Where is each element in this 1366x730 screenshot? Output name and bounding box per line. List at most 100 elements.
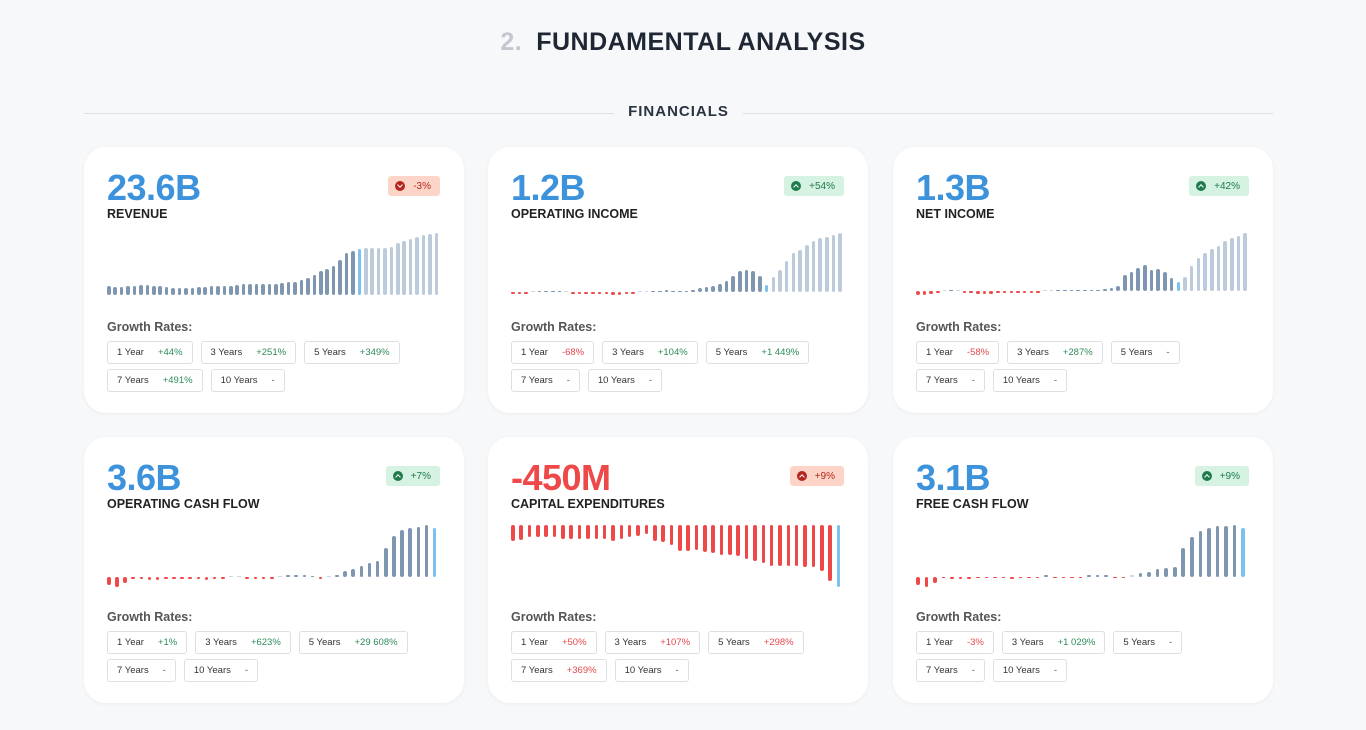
growth-rate-pill[interactable]: 3 Years +251%: [200, 341, 297, 364]
sparkline-chart: [107, 233, 441, 295]
growth-rate-pill[interactable]: 1 Year -58%: [916, 341, 1000, 364]
sparkline-bar: [1209, 249, 1214, 292]
sparkline-bar: [245, 577, 250, 579]
growth-rate-pill[interactable]: 7 Years -: [107, 659, 176, 682]
sparkline-bar: [1147, 571, 1151, 577]
growth-rate-pill[interactable]: 10 Years -: [992, 369, 1068, 392]
growth-rates-label: Growth Rates:: [916, 320, 1002, 334]
growth-rate-pill[interactable]: 5 Years +1 449%: [705, 341, 810, 364]
page-title: 2. FUNDAMENTAL ANALYSIS: [0, 28, 1366, 57]
growth-period: 1 Year: [117, 637, 144, 648]
growth-rate-pill[interactable]: 5 Years +298%: [708, 631, 804, 654]
sparkline-bar: [791, 253, 796, 293]
sparkline-bar: [248, 283, 252, 295]
growth-rate-pill[interactable]: 1 Year +50%: [511, 631, 597, 654]
sparkline-bar: [982, 291, 987, 295]
growth-rate-pill[interactable]: 7 Years +491%: [107, 369, 203, 392]
growth-rate-pill[interactable]: 10 Years -: [210, 369, 285, 392]
change-value: +42%: [1214, 180, 1240, 192]
growth-value: +104%: [657, 347, 688, 358]
growth-rate-pill[interactable]: 3 Years +287%: [1007, 341, 1103, 364]
sparkline-bar: [1215, 525, 1220, 577]
growth-rate-pill[interactable]: 3 Years +107%: [604, 631, 701, 654]
sparkline-bar: [557, 290, 562, 293]
sparkline-bar: [698, 287, 702, 293]
growth-rate-pill[interactable]: 1 Year -68%: [511, 341, 595, 364]
sparkline-bar: [408, 239, 413, 295]
sparkline-bar: [432, 527, 437, 578]
sparkline-bar: [1062, 289, 1067, 292]
growth-rate-pill[interactable]: 3 Years +623%: [195, 631, 291, 654]
sparkline-bar: [241, 283, 246, 295]
sparkline-bar: [929, 291, 933, 295]
growth-rate-pill[interactable]: 3 Years +104%: [602, 341, 698, 364]
growth-rate-pill[interactable]: 5 Years +349%: [304, 341, 400, 364]
sparkline-bar: [269, 577, 274, 580]
financials-label: FINANCIALS: [614, 103, 743, 120]
growth-rate-pill[interactable]: 5 Years -: [1110, 341, 1180, 364]
growth-rate-pill[interactable]: 10 Years -: [992, 659, 1068, 682]
growth-rate-pill[interactable]: 7 Years -: [511, 369, 580, 392]
sparkline-bar: [375, 561, 380, 578]
growth-rate-pill[interactable]: 10 Years -: [587, 369, 663, 392]
metric-name: FREE CASH FLOW: [916, 497, 1029, 511]
sparkline-bar: [686, 525, 690, 552]
sparkline-bar: [428, 234, 432, 295]
growth-rates-label: Growth Rates:: [511, 610, 597, 624]
sparkline-bar: [1149, 270, 1154, 292]
growth-period: 7 Years: [926, 665, 958, 676]
sparkline-bar: [421, 235, 426, 295]
growth-value: +251%: [256, 347, 287, 358]
growth-value: -: [566, 375, 570, 386]
sparkline-bar: [363, 247, 368, 295]
card-revenue: 23.6B REVENUE -3% Growth Rates: 1 Year +4…: [84, 147, 464, 413]
change-value: +9%: [814, 470, 835, 482]
sparkline-bar: [561, 525, 565, 540]
growth-value: -: [1169, 637, 1173, 648]
sparkline-bar: [383, 547, 388, 578]
sparkline-bar: [619, 525, 624, 539]
chevron-up-circle-icon: [796, 471, 807, 481]
sparkline-bar: [1009, 291, 1014, 293]
sparkline-bar: [758, 276, 762, 293]
sparkline-bar: [584, 292, 589, 295]
sparkline-bar: [678, 525, 682, 552]
growth-rate-pill[interactable]: 7 Years +369%: [511, 659, 607, 682]
card-operating-income: 1.2B OPERATING INCOME +54% Growth Rates:…: [488, 147, 868, 413]
sparkline-bar: [351, 250, 355, 295]
growth-rate-pill[interactable]: 3 Years +1 029%: [1001, 631, 1106, 654]
growth-rates-label: Growth Rates:: [107, 610, 193, 624]
sparkline-bar: [511, 525, 515, 541]
sparkline-bar: [123, 577, 127, 583]
growth-rate-pill[interactable]: 5 Years +29 608%: [298, 631, 408, 654]
sparkline-bar: [237, 575, 241, 578]
growth-rate-pill[interactable]: 7 Years -: [916, 659, 985, 682]
growth-rate-pill[interactable]: 10 Years -: [614, 659, 689, 682]
growth-rate-pill[interactable]: 1 Year +44%: [107, 341, 193, 364]
sparkline-bar: [1069, 289, 1074, 292]
growth-rate-pill[interactable]: 5 Years -: [1113, 631, 1183, 654]
sparkline-bar: [416, 526, 421, 578]
growth-period: 3 Years: [612, 347, 644, 358]
growth-rate-pill[interactable]: 1 Year -3%: [916, 631, 994, 654]
growth-period: 3 Years: [1017, 347, 1049, 358]
growth-rate-pill[interactable]: 1 Year +1%: [107, 631, 188, 654]
growth-value: -68%: [561, 347, 585, 358]
growth-rates: 1 Year +50% 3 Years +107% 5 Years +298% 7 Year…: [511, 631, 851, 682]
sparkline-bar: [989, 291, 994, 294]
sparkline-bar: [1029, 291, 1034, 294]
sparkline-bar: [836, 525, 841, 587]
sparkline-bar: [107, 286, 111, 295]
change-value: +9%: [1219, 470, 1240, 482]
sparkline-bar: [569, 525, 574, 540]
growth-rate-pill[interactable]: 7 Years -: [916, 369, 985, 392]
growth-rate-pill[interactable]: 10 Years -: [183, 659, 259, 682]
growth-value: +1%: [157, 637, 178, 648]
sparkline-bar: [318, 577, 323, 579]
sparkline-bar: [164, 286, 169, 295]
growth-period: 3 Years: [614, 637, 647, 648]
growth-period: 5 Years: [715, 347, 748, 358]
growth-value: -: [971, 665, 975, 676]
sparkline-bar: [669, 525, 674, 546]
sparkline-bar: [126, 286, 130, 295]
